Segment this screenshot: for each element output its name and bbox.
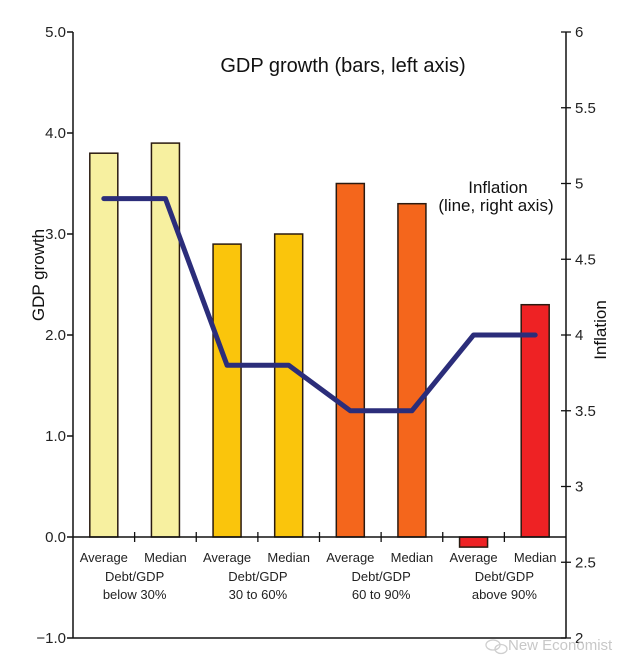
right-tick-label: 4.5	[575, 251, 596, 268]
right-tick-label: 3.5	[575, 403, 596, 420]
left-tick-label: 1.0	[45, 428, 66, 445]
left-tick-label: 5.0	[45, 24, 66, 41]
watermark-icon	[485, 639, 508, 655]
inflation-annotation-line2: (line, right axis)	[438, 196, 553, 215]
bar-7	[520, 303, 550, 538]
inflation-annotation-line1: Inflation	[468, 178, 528, 197]
right-tick-label: 5.5	[575, 100, 596, 117]
category-label-7: Median	[514, 550, 557, 565]
group-label-line2-0: below 30%	[103, 587, 167, 602]
category-label-4: Average	[326, 550, 374, 565]
left-tick-label: −1.0	[36, 630, 66, 647]
bar-1	[150, 142, 181, 538]
category-label-1: Median	[144, 550, 187, 565]
group-label-line1-2: Debt/GDP	[352, 569, 411, 584]
right-tick-label: 2.5	[575, 554, 596, 571]
category-label-6: Average	[449, 550, 497, 565]
group-label-line2-3: above 90%	[472, 587, 537, 602]
bar-2	[212, 243, 242, 538]
category-label-0: Average	[80, 550, 128, 565]
right-tick-label: 5	[575, 176, 583, 193]
bar-6	[458, 536, 489, 548]
group-label-line2-1: 30 to 60%	[229, 587, 288, 602]
left-axis-title: GDP growth	[29, 229, 48, 321]
category-label-2: Average	[203, 550, 251, 565]
bars-layer	[89, 142, 550, 548]
group-label-line2-2: 60 to 90%	[352, 587, 411, 602]
line-layer	[101, 196, 538, 414]
bar-4	[335, 182, 366, 538]
left-tick-label: 4.0	[45, 125, 66, 142]
bar-5	[397, 202, 427, 538]
inflation-line	[101, 196, 538, 414]
right-tick-label: 3	[575, 479, 583, 496]
watermark-text: New Economist	[508, 637, 613, 654]
category-label-3: Median	[267, 550, 310, 565]
left-tick-label: 0.0	[45, 529, 66, 546]
left-tick-label: 2.0	[45, 327, 66, 344]
group-label-line1-0: Debt/GDP	[105, 569, 164, 584]
labels-layer: 5.0 4.0 3.0 2.0 1.0 0.0 −1.0 6 5.5 5 4.5 4 3.5 3 2.5 2 A…	[36, 24, 595, 647]
right-tick-label: 2	[575, 630, 583, 647]
axes-layer	[67, 31, 571, 639]
category-label-5: Median	[391, 550, 434, 565]
group-label-line1-3: Debt/GDP	[475, 569, 534, 584]
left-tick-label: 3.0	[45, 226, 66, 243]
right-axis-title: Inflation	[591, 300, 610, 360]
bar-0	[89, 152, 119, 538]
chart-title: GDP growth (bars, left axis)	[220, 55, 465, 77]
right-tick-label: 6	[575, 24, 583, 41]
right-tick-label: 4	[575, 327, 583, 344]
group-label-line1-1: Debt/GDP	[228, 569, 287, 584]
bar-3	[273, 233, 304, 538]
